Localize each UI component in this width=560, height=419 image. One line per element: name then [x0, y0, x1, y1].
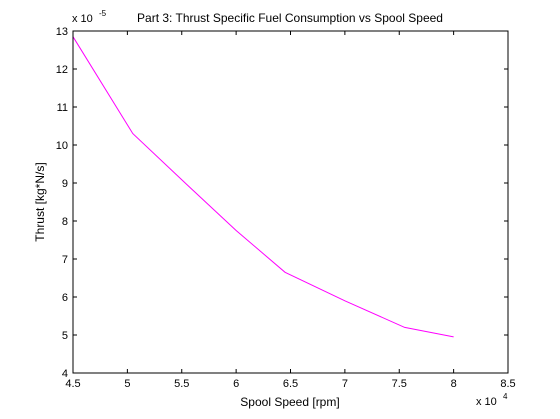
y-multiplier-exponent: -5 — [99, 9, 107, 18]
y-tick-label: 8 — [62, 216, 68, 228]
x-tick-label: 7.5 — [392, 378, 407, 390]
x-axis-multiplier: x 10 4 — [476, 392, 508, 408]
y-axis-multiplier: x 10 -5 — [72, 9, 107, 25]
y-tick-label: 6 — [62, 292, 68, 304]
x-multiplier-base: x 10 — [476, 396, 497, 408]
axes-box — [72, 30, 509, 374]
y-multiplier-base: x 10 — [72, 13, 93, 25]
y-tick-label: 5 — [62, 330, 68, 342]
x-tick-label: 7 — [342, 378, 348, 390]
x-axis-label: Spool Speed [rpm] — [240, 395, 339, 409]
y-tick-label: 9 — [62, 178, 68, 190]
x-tick-label: 6 — [233, 378, 239, 390]
x-tick-label: 6.5 — [283, 378, 298, 390]
chart-title: Part 3: Thrust Specific Fuel Consumption… — [137, 11, 443, 25]
y-tick-label: 12 — [56, 64, 68, 76]
y-tick-label: 11 — [57, 102, 68, 114]
y-tick-label: 10 — [56, 140, 68, 152]
y-tick-label: 7 — [62, 254, 68, 266]
y-tick-label: 13 — [56, 26, 68, 38]
x-tick-label: 5 — [124, 378, 130, 390]
series-layer — [72, 36, 454, 338]
x-tick-label: 8 — [451, 378, 457, 390]
x-multiplier-exponent: 4 — [503, 392, 508, 401]
x-tick-label: 5.5 — [174, 378, 189, 390]
x-tick-label: 4.5 — [65, 378, 80, 390]
y-tick-label: 4 — [62, 368, 68, 380]
tick-labels: 4.5 5 5.5 6 6.5 7 7.5 8 8.5 4 5 6 7 8 9 10 11 12 13 — [56, 26, 516, 390]
x-tick-label: 8.5 — [500, 378, 515, 390]
series-line-0 — [72, 36, 454, 338]
plot-area — [73, 31, 508, 373]
y-axis-label: Thrust [kg*N/s] — [33, 162, 47, 241]
